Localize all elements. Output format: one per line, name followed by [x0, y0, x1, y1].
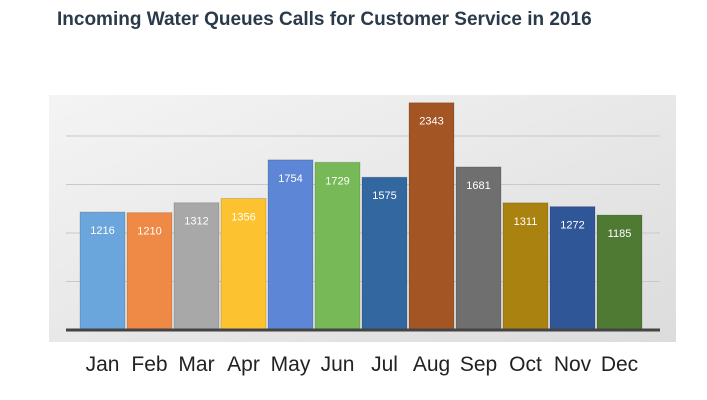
- x-tick-jan: Jan: [86, 353, 120, 376]
- bar-apr: [220, 197, 267, 331]
- x-tick-may: May: [271, 353, 311, 376]
- data-label-aug: 2343: [419, 116, 443, 128]
- chart-title: Incoming Water Queues Calls for Customer…: [57, 9, 592, 30]
- bar-aug: [408, 102, 455, 331]
- bars-group: 1216 1210 1312 1356 1754 1729 1575 2343 1681 1311…: [79, 102, 643, 331]
- bar-feb: [126, 212, 173, 331]
- data-label-mar: 1312: [184, 216, 208, 228]
- data-label-may: 1754: [278, 173, 302, 185]
- x-tick-sep: Sep: [460, 353, 497, 376]
- x-tick-labels: Jan Feb Mar Apr May Jun Jul Aug Sep Oct Nov Dec: [86, 353, 639, 376]
- x-tick-oct: Oct: [509, 353, 542, 376]
- bar-may: [267, 159, 314, 331]
- data-label-jan: 1216: [90, 225, 114, 237]
- x-tick-jul: Jul: [371, 353, 398, 376]
- data-label-apr: 1356: [231, 211, 255, 223]
- x-tick-dec: Dec: [601, 353, 638, 376]
- bar-mar: [173, 202, 220, 331]
- bar-dec: [596, 214, 643, 331]
- data-label-feb: 1210: [137, 226, 161, 238]
- data-label-jul: 1575: [372, 190, 396, 202]
- x-tick-jun: Jun: [321, 353, 355, 376]
- x-tick-aug: Aug: [413, 353, 450, 376]
- x-tick-feb: Feb: [131, 353, 167, 376]
- x-tick-mar: Mar: [178, 353, 214, 376]
- bar-nov: [549, 206, 596, 331]
- bar-jun: [314, 161, 361, 331]
- data-label-sep: 1681: [466, 180, 490, 192]
- x-tick-apr: Apr: [227, 353, 260, 376]
- data-label-jun: 1729: [325, 175, 349, 187]
- bar-oct: [502, 202, 549, 331]
- bar-sep: [455, 166, 502, 331]
- x-tick-nov: Nov: [554, 353, 592, 376]
- data-label-oct: 1311: [514, 216, 538, 228]
- data-label-nov: 1272: [560, 220, 584, 232]
- bar-jul: [361, 176, 408, 331]
- bar-jan: [79, 211, 126, 331]
- data-label-dec: 1185: [608, 228, 632, 240]
